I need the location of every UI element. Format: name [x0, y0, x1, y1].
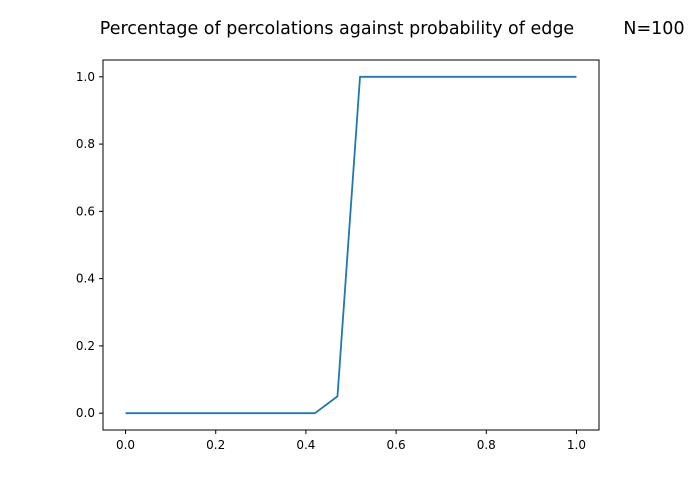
x-tick-label: 0.2: [206, 438, 225, 452]
x-tick-label: 0.6: [387, 438, 406, 452]
y-tick-label: 0.8: [76, 137, 95, 151]
y-tick-label: 0.4: [76, 272, 95, 286]
x-tick-label: 0.4: [296, 438, 315, 452]
series-line-0: [125, 75, 577, 415]
y-tick-label: 0.2: [76, 339, 95, 353]
chart-title: Percentage of percolations against proba…: [100, 19, 574, 39]
plot-marks: 0.0 0.2 0.4 0.6 0.8 1.0 0.0 0.2 0.4 0.6 0.8 1.0: [76, 70, 586, 452]
y-tick-label: 0.0: [76, 406, 95, 420]
axes-frame: [102, 59, 600, 431]
y-tick-label: 0.6: [76, 204, 95, 218]
x-tick-label: 0.8: [477, 438, 496, 452]
x-tick-label: 1.0: [567, 438, 586, 452]
y-tick-label: 1.0: [76, 70, 95, 84]
x-tick-label: 0.0: [116, 438, 135, 452]
chart-title-right: N=100: [623, 19, 684, 39]
